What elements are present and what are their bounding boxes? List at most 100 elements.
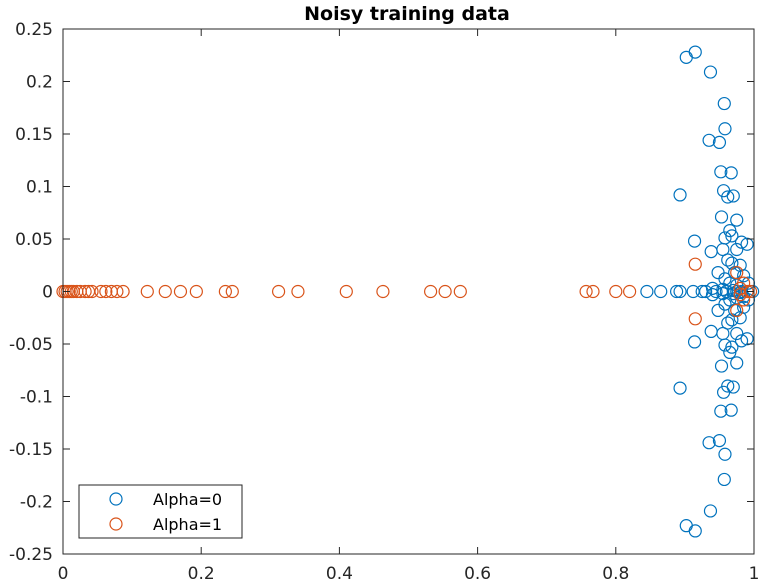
- data-point: [688, 524, 702, 538]
- x-tick-label: 0.8: [602, 564, 629, 584]
- data-point: [721, 253, 735, 267]
- data-point: [719, 284, 733, 299]
- data-point: [716, 242, 730, 257]
- x-tick-label: 1: [749, 564, 760, 584]
- y-tick-label: -0.25: [9, 545, 53, 565]
- data-point: [711, 303, 725, 317]
- data-point: [673, 284, 687, 299]
- data-point: [654, 284, 668, 299]
- data-point: [586, 284, 600, 299]
- data-point: [339, 284, 353, 299]
- data-point: [743, 284, 758, 299]
- data-point: [714, 165, 728, 179]
- data-point: [724, 403, 738, 417]
- data-point: [703, 65, 718, 79]
- data-point: [712, 135, 727, 149]
- data-point: [737, 269, 751, 283]
- data-point: [726, 380, 740, 394]
- axes: 0 0.2 0.4 0.6 0.8 1 0.25 0.2 0.15 0.1 0.05 0 -0.05 -0…: [9, 20, 759, 584]
- data-point: [94, 284, 108, 299]
- data-point: [730, 266, 744, 280]
- legend-marker: [109, 492, 123, 506]
- data-point: [705, 281, 720, 295]
- data-point: [453, 284, 467, 299]
- data-point: [99, 284, 113, 299]
- x-tick-label: 0.6: [464, 564, 491, 584]
- plot-area: [63, 29, 754, 554]
- data-point: [702, 436, 716, 450]
- chart-title: Noisy training data: [304, 3, 510, 25]
- data-point: [688, 45, 702, 59]
- y-tick-label: 0: [42, 283, 53, 303]
- data-point: [730, 356, 744, 370]
- data-point: [717, 472, 731, 487]
- y-tick-label: 0.1: [26, 178, 53, 198]
- data-points: [56, 45, 760, 538]
- legend: Alpha=0 Alpha=1: [78, 484, 243, 539]
- data-point: [730, 326, 744, 341]
- data-point: [725, 229, 739, 243]
- data-point: [271, 284, 286, 299]
- legend-box: [78, 484, 243, 539]
- data-point: [733, 311, 747, 325]
- data-point: [687, 335, 702, 349]
- data-point: [218, 284, 232, 299]
- legend-marker: [109, 517, 123, 531]
- data-point: [173, 284, 188, 299]
- data-point: [740, 237, 754, 251]
- y-tick-label: 0.25: [15, 20, 53, 40]
- data-point: [695, 284, 709, 299]
- y-tick-label: 0.2: [26, 73, 53, 93]
- data-point: [78, 284, 92, 299]
- data-point: [376, 284, 390, 299]
- data-point: [291, 284, 305, 299]
- data-point: [703, 504, 718, 518]
- data-point: [579, 284, 593, 299]
- data-point: [733, 288, 747, 302]
- data-point: [225, 284, 239, 299]
- data-point: [714, 404, 728, 418]
- data-point: [158, 284, 172, 299]
- data-point: [140, 284, 154, 299]
- data-point: [688, 312, 702, 326]
- data-point: [726, 287, 740, 301]
- data-point: [718, 272, 732, 286]
- data-point: [714, 210, 729, 224]
- data-point: [718, 122, 732, 136]
- legend-label: Alpha=1: [153, 515, 222, 534]
- data-point: [424, 284, 438, 299]
- data-point: [717, 96, 731, 111]
- data-point: [688, 257, 702, 271]
- data-point: [640, 284, 654, 299]
- data-point: [609, 284, 623, 299]
- data-point: [734, 235, 749, 249]
- data-point: [709, 284, 723, 299]
- x-tick-label: 0.2: [188, 564, 215, 584]
- y-tick-label: 0.15: [15, 125, 53, 145]
- data-point: [721, 316, 735, 330]
- data-point: [734, 334, 749, 348]
- data-point: [705, 288, 720, 302]
- data-point: [718, 338, 732, 352]
- series-2: [56, 257, 758, 326]
- data-point: [110, 284, 124, 299]
- y-tick-label: -0.15: [9, 440, 53, 460]
- data-point: [438, 284, 452, 299]
- data-point: [718, 447, 732, 461]
- y-tick-label: 0.05: [15, 230, 53, 250]
- data-point: [623, 284, 637, 299]
- data-point: [116, 284, 130, 299]
- data-point: [721, 190, 735, 204]
- legend-label: Alpha=0: [153, 490, 222, 509]
- y-tick-label: -0.05: [9, 335, 53, 355]
- y-tick-label: -0.2: [20, 493, 53, 513]
- data-point: [702, 133, 716, 147]
- data-point: [730, 213, 744, 227]
- data-point: [687, 234, 702, 248]
- data-point: [740, 332, 754, 346]
- data-point: [725, 340, 739, 354]
- data-point: [730, 303, 744, 317]
- data-point: [85, 284, 99, 299]
- data-point: [721, 379, 735, 393]
